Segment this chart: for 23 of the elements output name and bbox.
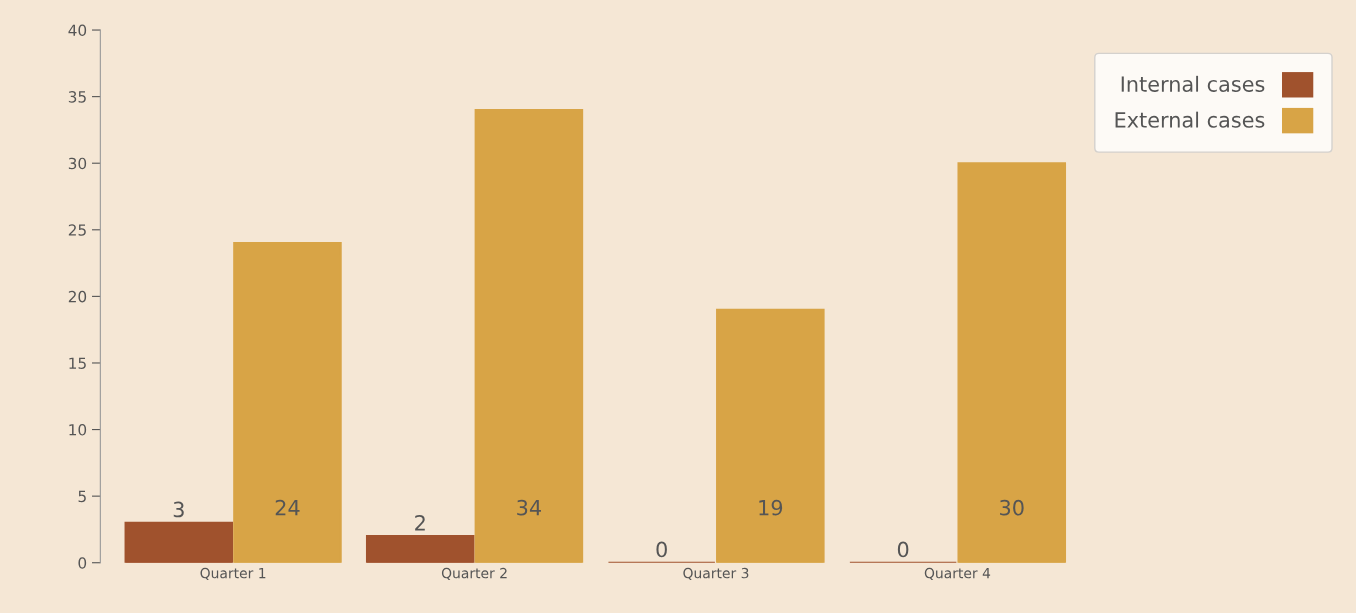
y-tick-label: 0 [78, 557, 87, 569]
y-tick-label: 25 [68, 224, 86, 236]
y-tick-label: 40 [68, 24, 87, 37]
legend-label: Internal cases [1121, 75, 1265, 92]
y-tick-label: 35 [68, 91, 86, 103]
data-label: 0 [897, 541, 909, 558]
data-label: 34 [517, 499, 541, 516]
x-tick-label: Quarter 3 [683, 567, 749, 580]
y-tick-label: 20 [68, 290, 87, 303]
data-label: 24 [275, 499, 300, 516]
data-label: 0 [656, 541, 667, 558]
y-tick-label: 15 [69, 357, 86, 369]
legend-label: External cases [1115, 111, 1265, 128]
x-tick-label: Quarter 1 [200, 567, 266, 580]
y-tick-label: 5 [78, 490, 86, 503]
y-tick-label: 10 [69, 424, 87, 436]
data-label: 2 [415, 514, 425, 531]
x-tick-label: Quarter 2 [441, 567, 507, 580]
data-label: 19 [759, 499, 783, 516]
y-tick-label: 30 [68, 157, 87, 170]
data-label: 3 [173, 501, 184, 518]
x-tick-label: Quarter 4 [924, 567, 991, 580]
data-label: 30 [1000, 499, 1024, 516]
